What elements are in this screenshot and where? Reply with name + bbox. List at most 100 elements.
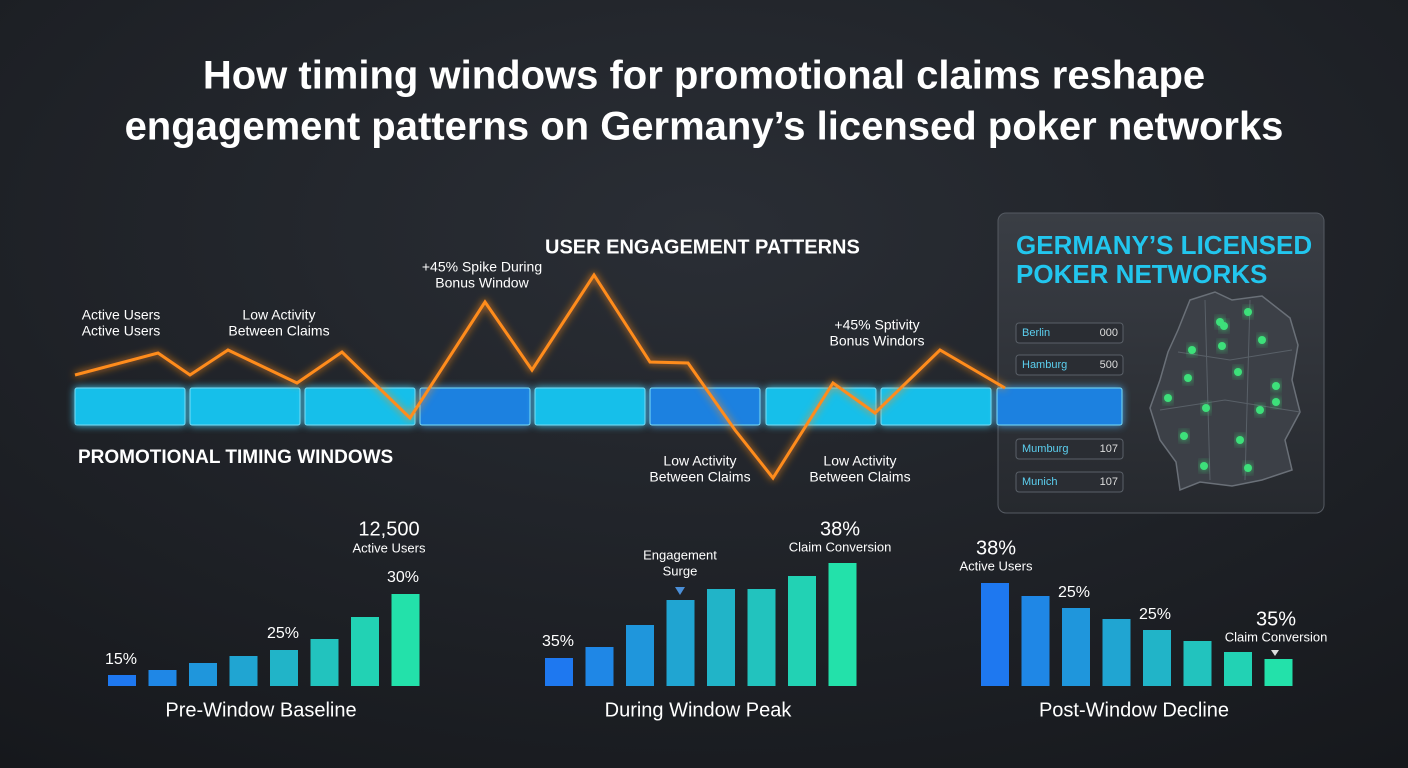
city-row bbox=[1015, 471, 1124, 493]
map-dot bbox=[1220, 322, 1228, 330]
bar-label: Active Users bbox=[960, 558, 1033, 573]
title: engagement patterns on Germany’s license… bbox=[125, 105, 1284, 149]
map-dot bbox=[1272, 382, 1280, 390]
bar bbox=[707, 589, 735, 686]
timing-window bbox=[880, 387, 992, 426]
bar-label: 25% bbox=[267, 625, 299, 642]
city-row bbox=[1015, 322, 1124, 344]
bar-label: 35% bbox=[1256, 608, 1296, 630]
arrow bbox=[675, 587, 685, 595]
bar bbox=[229, 656, 258, 686]
bar bbox=[545, 658, 573, 686]
bar bbox=[1183, 641, 1212, 686]
panel-title: POKER NETWORKS bbox=[1016, 259, 1267, 289]
timing-window bbox=[534, 387, 646, 426]
arrow bbox=[1271, 650, 1279, 656]
bar bbox=[666, 600, 695, 686]
bar bbox=[310, 639, 339, 686]
bar-label: Engagement bbox=[643, 547, 717, 562]
annotation: Active Users bbox=[82, 323, 161, 339]
city-value: 107 bbox=[1100, 443, 1118, 455]
bar bbox=[585, 647, 614, 686]
bar bbox=[1102, 619, 1131, 686]
bar bbox=[270, 650, 298, 686]
bar-label: 38% bbox=[976, 537, 1016, 559]
map-dot bbox=[1236, 436, 1244, 444]
timing-window bbox=[74, 387, 186, 426]
city-row bbox=[1015, 438, 1124, 460]
annotation: Low Activity bbox=[823, 453, 896, 469]
bar-label: 35% bbox=[542, 633, 574, 650]
city-value: 500 bbox=[1100, 359, 1118, 371]
map-dot bbox=[1234, 368, 1242, 376]
annotation: Bonus Window bbox=[435, 275, 529, 291]
map-dot bbox=[1256, 406, 1264, 414]
bar bbox=[828, 563, 857, 686]
annotation: Bonus Windors bbox=[830, 333, 925, 349]
map-dot bbox=[1244, 308, 1252, 316]
map-dot bbox=[1164, 394, 1172, 402]
bar bbox=[1224, 652, 1252, 686]
timing-window bbox=[189, 387, 301, 426]
timing-window bbox=[996, 387, 1123, 426]
map-dot bbox=[1202, 404, 1210, 412]
bar bbox=[747, 589, 776, 686]
bar bbox=[391, 594, 420, 686]
annotation: Low Activity bbox=[242, 307, 315, 323]
bar-label: 30% bbox=[387, 569, 419, 586]
bar-label: 12,500 bbox=[358, 518, 419, 540]
bar bbox=[981, 583, 1009, 686]
group-caption: Pre-Window Baseline bbox=[165, 699, 356, 721]
map-dot bbox=[1218, 342, 1226, 350]
bar-label: 25% bbox=[1058, 584, 1090, 601]
map-dot bbox=[1244, 464, 1252, 472]
bar-label: 25% bbox=[1139, 606, 1171, 623]
bar-label: Surge bbox=[663, 563, 698, 578]
bar bbox=[1062, 608, 1090, 686]
bar bbox=[108, 675, 136, 686]
city-row bbox=[1015, 354, 1124, 376]
engagement-line bbox=[74, 272, 1006, 481]
bar bbox=[189, 663, 217, 686]
section-heading: USER ENGAGEMENT PATTERNS bbox=[545, 236, 860, 258]
annotation: Between Claims bbox=[649, 469, 750, 485]
bar bbox=[1143, 630, 1171, 686]
map-dot bbox=[1272, 398, 1280, 406]
map-dot bbox=[1184, 374, 1192, 382]
map-dot bbox=[1200, 462, 1208, 470]
city-name: Berlin bbox=[1022, 327, 1050, 339]
city-name: Hamburg bbox=[1022, 359, 1067, 371]
annotation: Between Claims bbox=[809, 469, 910, 485]
title: How timing windows for promotional claim… bbox=[203, 54, 1205, 98]
city-name: Mumburg bbox=[1022, 443, 1068, 455]
panel-title: GERMANY’S LICENSED bbox=[1016, 230, 1312, 260]
map-dot bbox=[1258, 336, 1266, 344]
section-label: PROMOTIONAL TIMING WINDOWS bbox=[78, 447, 393, 468]
annotation: Low Activity bbox=[663, 453, 736, 469]
bar bbox=[148, 670, 177, 686]
city-name: Munich bbox=[1022, 476, 1057, 488]
map-dot bbox=[1180, 432, 1188, 440]
timing-window bbox=[765, 387, 877, 426]
group-caption: During Window Peak bbox=[605, 699, 793, 721]
bar bbox=[1021, 596, 1050, 686]
bar-label: Claim Conversion bbox=[789, 539, 892, 554]
bar bbox=[351, 617, 379, 686]
bar-label: Active Users bbox=[353, 540, 426, 555]
bar bbox=[788, 576, 816, 686]
annotation: +45% Spike During bbox=[422, 259, 542, 275]
bar bbox=[1264, 659, 1293, 686]
annotation: Active Users bbox=[82, 307, 161, 323]
group-caption: Post-Window Decline bbox=[1039, 699, 1229, 721]
map-dot bbox=[1188, 346, 1196, 354]
annotation: +45% Sptivity bbox=[834, 317, 919, 333]
city-value: 000 bbox=[1100, 327, 1118, 339]
timing-window bbox=[419, 387, 531, 426]
bar-label: Claim Conversion bbox=[1225, 629, 1328, 644]
city-value: 107 bbox=[1100, 476, 1118, 488]
bar-label: 38% bbox=[820, 518, 860, 540]
timing-window bbox=[649, 387, 761, 426]
bar bbox=[626, 625, 654, 686]
